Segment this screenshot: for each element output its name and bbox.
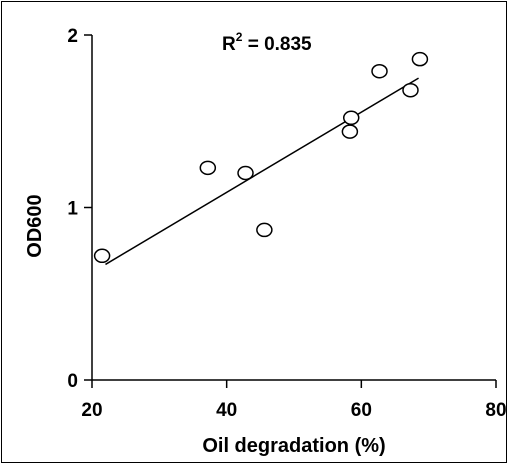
y-axis-title: OD600 (24, 194, 46, 257)
x-tick-label: 40 (216, 400, 237, 421)
data-point (237, 165, 254, 181)
data-point (256, 222, 273, 238)
data-point (199, 160, 217, 176)
x-tick-label: 60 (351, 400, 372, 421)
y-tick-label: 0 (67, 371, 78, 392)
y-tick-label: 1 (67, 199, 78, 220)
y-tick-label: 2 (67, 26, 78, 47)
data-point (342, 110, 360, 126)
data-point (371, 63, 388, 79)
x-tick-label: 20 (81, 400, 102, 421)
data-point (341, 124, 359, 139)
trendline (105, 77, 419, 266)
x-axis-title: Oil degradation (%) (202, 435, 385, 457)
data-points (93, 51, 429, 264)
data-point (411, 51, 429, 67)
ticks (84, 34, 497, 388)
tick-labels: 0 1 2 20 40 60 80 (67, 26, 506, 421)
data-point (93, 248, 111, 264)
x-tick-label: 80 (485, 400, 506, 421)
data-point (402, 82, 419, 98)
axes (91, 35, 496, 381)
r-squared-annotation: R2 = 0.835 (222, 30, 312, 55)
